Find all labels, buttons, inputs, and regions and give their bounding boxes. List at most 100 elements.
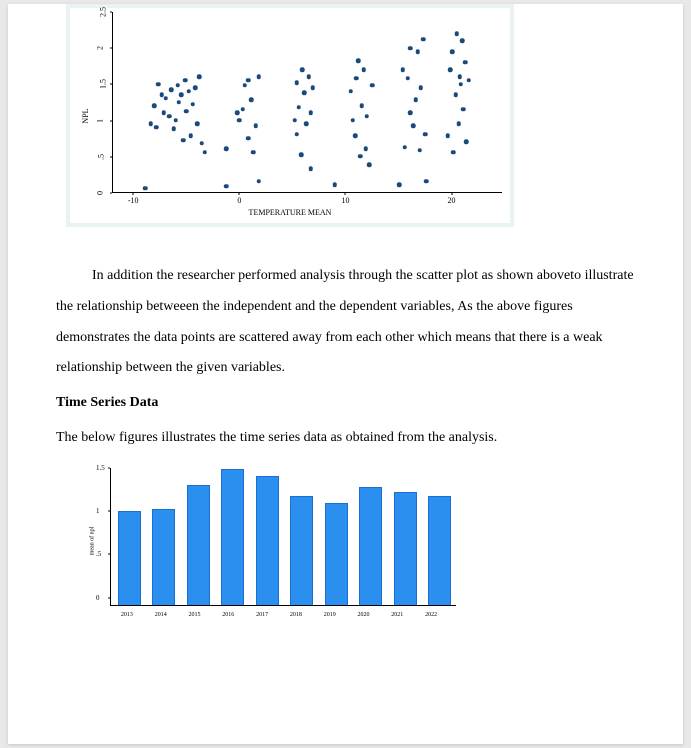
scatter-point [299,152,304,157]
scatter-point [424,179,429,184]
scatter-point [152,103,157,108]
scatter-point [199,141,204,146]
bar-y-tick-mark [108,511,110,512]
scatter-point [361,67,366,72]
scatter-point [253,124,258,129]
scatter-point [171,126,176,131]
scatter-point [246,136,251,141]
scatter-y-tick-mark [110,84,112,85]
scatter-point [400,67,405,72]
paragraph-1: In addition the researcher performed ana… [56,261,635,384]
scatter-point [423,132,428,137]
scatter-point [466,78,471,83]
scatter-point [203,150,208,155]
scatter-point [300,67,305,72]
scatter-point [356,59,361,64]
scatter-point [183,78,188,83]
scatter-point [251,150,256,155]
scatter-point [460,39,465,44]
bar-x-tick: 2019 [324,612,336,618]
scatter-point [306,75,311,80]
scatter-plot-area: 0.511.522.5-1001020 NPL TEMPERATURE MEAN [70,8,510,223]
scatter-y-tick-mark [110,12,112,13]
scatter-x-tick: -10 [128,196,139,205]
scatter-point [451,150,456,155]
bar-x-tick: 2017 [256,612,268,618]
scatter-point [370,83,375,88]
scatter-point [367,162,372,167]
scatter-point [311,85,316,90]
scatter-point [408,111,413,116]
scatter-y-tick: 1.5 [99,79,108,89]
body-text: In addition the researcher performed ana… [56,261,635,454]
scatter-x-tick-mark [133,193,134,195]
scatter-point [397,183,402,188]
scatter-x-tick-mark [345,193,346,195]
bar-y-tick: 1.5 [96,464,105,472]
scatter-point [154,125,159,130]
bar-y-tick-mark [108,554,110,555]
scatter-point [257,179,262,184]
bar [325,503,348,604]
bar-x-tick: 2020 [358,612,370,618]
document-page: 0.511.522.5-1001020 NPL TEMPERATURE MEAN… [8,4,683,744]
scatter-point [249,98,254,103]
scatter-point [176,83,181,88]
bar-y-tick-mark [108,597,110,598]
scatter-point [415,49,420,54]
scatter-point [149,121,154,126]
scatter-point [454,31,459,36]
scatter-point [408,46,413,51]
scatter-y-tick-mark [110,156,112,157]
scatter-point [354,76,359,81]
scatter-point [353,134,358,139]
scatter-point [181,138,186,143]
scatter-point [463,60,468,65]
bar [187,485,210,605]
scatter-point [413,98,418,103]
bar [152,509,175,605]
scatter-x-label: TEMPERATURE MEAN [249,208,332,217]
scatter-point [179,93,184,98]
bar-y-tick-mark [108,467,110,468]
scatter-point [186,89,191,94]
scatter-point [297,105,302,110]
scatter-point [169,88,174,93]
bar [118,511,141,605]
scatter-point [411,124,416,129]
scatter-point [448,67,453,72]
bar-x-tick: 2018 [290,612,302,618]
scatter-point [403,145,408,150]
scatter-inner [112,12,502,193]
bar [394,492,417,604]
scatter-y-tick: 2.5 [99,7,108,17]
bar-chart: 0.511.5201320142015201620172018201920202… [72,462,460,620]
scatter-point [167,114,172,119]
scatter-point [308,111,313,116]
scatter-x-tick: 20 [448,196,456,205]
paragraph-2: The below figures illustrates the time s… [56,423,635,454]
scatter-point [240,107,245,112]
scatter-point [308,167,313,172]
scatter-y-label: NPL [81,108,90,123]
scatter-x-tick: 0 [237,196,241,205]
scatter-point [458,75,463,80]
scatter-point [156,82,161,87]
bar [221,469,244,605]
scatter-point [235,111,240,116]
scatter-point [143,186,148,191]
bar-plot-area [110,468,456,606]
scatter-point [365,114,370,119]
scatter-point [348,89,353,94]
scatter-point [237,118,242,123]
scatter-point [294,132,299,137]
scatter-point [224,184,229,189]
bar [359,487,382,605]
scatter-point [364,147,369,152]
scatter-point [292,118,297,123]
scatter-point [177,100,182,105]
scatter-y-tick-mark [110,48,112,49]
bar-x-tick: 2021 [391,612,403,618]
scatter-point [162,111,167,116]
section-header: Time Series Data [56,388,635,419]
